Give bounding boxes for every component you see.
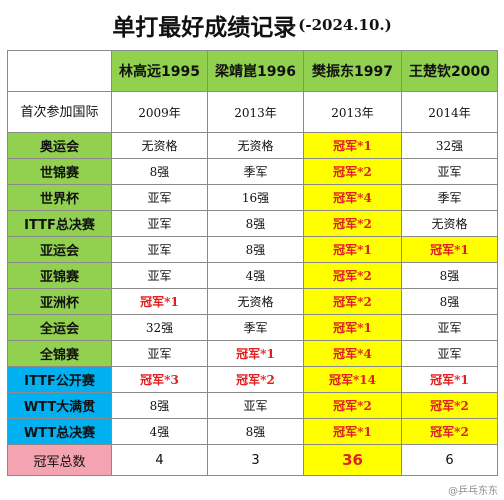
result-cell: 4强 bbox=[111, 418, 208, 445]
row-label: 亚运会 bbox=[7, 236, 112, 263]
result-cell: 冠军*2 bbox=[401, 418, 498, 445]
result-cell: 冠军*2 bbox=[303, 392, 402, 419]
row-label: 首次参加国际 bbox=[7, 91, 112, 133]
result-cell: 冠军*4 bbox=[303, 184, 402, 211]
event-row: ITTF总决赛 亚军 8强 冠军*2 无资格 bbox=[7, 210, 498, 237]
result-cell: 冠军*2 bbox=[303, 158, 402, 185]
result-cell: 8强 bbox=[111, 392, 208, 419]
total-cell: 3 bbox=[207, 444, 304, 476]
result-cell: 4强 bbox=[207, 262, 304, 289]
result-cell: 亚军 bbox=[111, 262, 208, 289]
result-cell: 亚军 bbox=[401, 314, 498, 341]
row-label: 亚锦赛 bbox=[7, 262, 112, 289]
result-cell: 8强 bbox=[111, 158, 208, 185]
result-cell: 8强 bbox=[401, 262, 498, 289]
event-row: 世锦赛 8强 季军 冠军*2 亚军 bbox=[7, 158, 498, 185]
event-row: WTT总决赛 4强 8强 冠军*1 冠军*2 bbox=[7, 418, 498, 445]
row-label: 世锦赛 bbox=[7, 158, 112, 185]
result-cell: 冠军*4 bbox=[303, 340, 402, 367]
total-cell: 6 bbox=[401, 444, 498, 476]
result-cell: 32强 bbox=[111, 314, 208, 341]
result-cell: 冠军*1 bbox=[401, 366, 498, 393]
result-cell: 冠军*2 bbox=[303, 288, 402, 315]
player-header: 梁靖崑1996 bbox=[207, 50, 304, 92]
result-cell: 冠军*2 bbox=[303, 210, 402, 237]
result-cell: 32强 bbox=[401, 132, 498, 159]
debut-cell: 2014年 bbox=[401, 91, 498, 133]
total-label: 冠军总数 bbox=[7, 444, 112, 476]
player-header: 林高远1995 bbox=[111, 50, 208, 92]
row-label: ITTF公开赛 bbox=[7, 366, 112, 393]
header-row: 林高远1995 梁靖崑1996 樊振东1997 王楚钦2000 bbox=[7, 50, 498, 92]
row-label: WTT总决赛 bbox=[7, 418, 112, 445]
event-row: 全运会 32强 季军 冠军*1 亚军 bbox=[7, 314, 498, 341]
result-cell: 8强 bbox=[207, 418, 304, 445]
row-label: WTT大满贯 bbox=[7, 392, 112, 419]
result-cell: 冠军*1 bbox=[303, 132, 402, 159]
row-label: ITTF总决赛 bbox=[7, 210, 112, 237]
result-cell: 冠军*1 bbox=[303, 314, 402, 341]
result-cell: 亚军 bbox=[111, 340, 208, 367]
result-cell: 亚军 bbox=[111, 236, 208, 263]
event-row: 世界杯 亚军 16强 冠军*4 季军 bbox=[7, 184, 498, 211]
event-row: 亚运会 亚军 8强 冠军*1 冠军*1 bbox=[7, 236, 498, 263]
result-cell: 冠军*1 bbox=[207, 340, 304, 367]
result-cell: 亚军 bbox=[207, 392, 304, 419]
event-row: 亚洲杯 冠军*1 无资格 冠军*2 8强 bbox=[7, 288, 498, 315]
result-cell: 无资格 bbox=[111, 132, 208, 159]
page-title: 单打最好成绩记录 (-2024.10.) bbox=[0, 0, 504, 50]
result-cell: 冠军*1 bbox=[111, 288, 208, 315]
result-cell: 冠军*2 bbox=[207, 366, 304, 393]
result-cell: 季军 bbox=[207, 314, 304, 341]
result-cell: 亚军 bbox=[401, 340, 498, 367]
result-cell: 8强 bbox=[207, 236, 304, 263]
total-row: 冠军总数 4 3 36 6 bbox=[7, 444, 498, 476]
records-table: 林高远1995 梁靖崑1996 樊振东1997 王楚钦2000 首次参加国际 2… bbox=[7, 50, 498, 476]
row-label: 全运会 bbox=[7, 314, 112, 341]
event-row: 奥运会 无资格 无资格 冠军*1 32强 bbox=[7, 132, 498, 159]
debut-cell: 2009年 bbox=[111, 91, 208, 133]
header-corner bbox=[7, 50, 112, 92]
result-cell: 无资格 bbox=[401, 210, 498, 237]
result-cell: 无资格 bbox=[207, 288, 304, 315]
result-cell: 亚军 bbox=[111, 210, 208, 237]
total-cell: 36 bbox=[303, 444, 402, 476]
result-cell: 8强 bbox=[401, 288, 498, 315]
result-cell: 冠军*2 bbox=[401, 392, 498, 419]
title-main: 单打最好成绩记录 bbox=[112, 15, 297, 41]
result-cell: 亚军 bbox=[401, 158, 498, 185]
result-cell: 16强 bbox=[207, 184, 304, 211]
event-row: 全锦赛 亚军 冠军*1 冠军*4 亚军 bbox=[7, 340, 498, 367]
watermark: @乒乓东东 bbox=[448, 486, 498, 497]
result-cell: 冠军*1 bbox=[303, 236, 402, 263]
event-row: WTT大满贯 8强 亚军 冠军*2 冠军*2 bbox=[7, 392, 498, 419]
result-cell: 季军 bbox=[401, 184, 498, 211]
player-header: 王楚钦2000 bbox=[401, 50, 498, 92]
result-cell: 冠军*1 bbox=[303, 418, 402, 445]
event-row: ITTF公开赛 冠军*3 冠军*2 冠军*14 冠军*1 bbox=[7, 366, 498, 393]
result-cell: 8强 bbox=[207, 210, 304, 237]
row-label: 亚洲杯 bbox=[7, 288, 112, 315]
result-cell: 亚军 bbox=[111, 184, 208, 211]
row-label: 世界杯 bbox=[7, 184, 112, 211]
result-cell: 冠军*3 bbox=[111, 366, 208, 393]
debut-cell: 2013年 bbox=[207, 91, 304, 133]
debut-cell: 2013年 bbox=[303, 91, 402, 133]
total-cell: 4 bbox=[111, 444, 208, 476]
result-cell: 冠军*2 bbox=[303, 262, 402, 289]
player-header: 樊振东1997 bbox=[303, 50, 402, 92]
result-cell: 冠军*1 bbox=[401, 236, 498, 263]
result-cell: 无资格 bbox=[207, 132, 304, 159]
result-cell: 季军 bbox=[207, 158, 304, 185]
debut-row: 首次参加国际 2009年 2013年 2013年 2014年 bbox=[7, 91, 498, 133]
row-label: 奥运会 bbox=[7, 132, 112, 159]
result-cell: 冠军*14 bbox=[303, 366, 402, 393]
event-row: 亚锦赛 亚军 4强 冠军*2 8强 bbox=[7, 262, 498, 289]
row-label: 全锦赛 bbox=[7, 340, 112, 367]
title-sub: (-2024.10.) bbox=[298, 16, 392, 34]
